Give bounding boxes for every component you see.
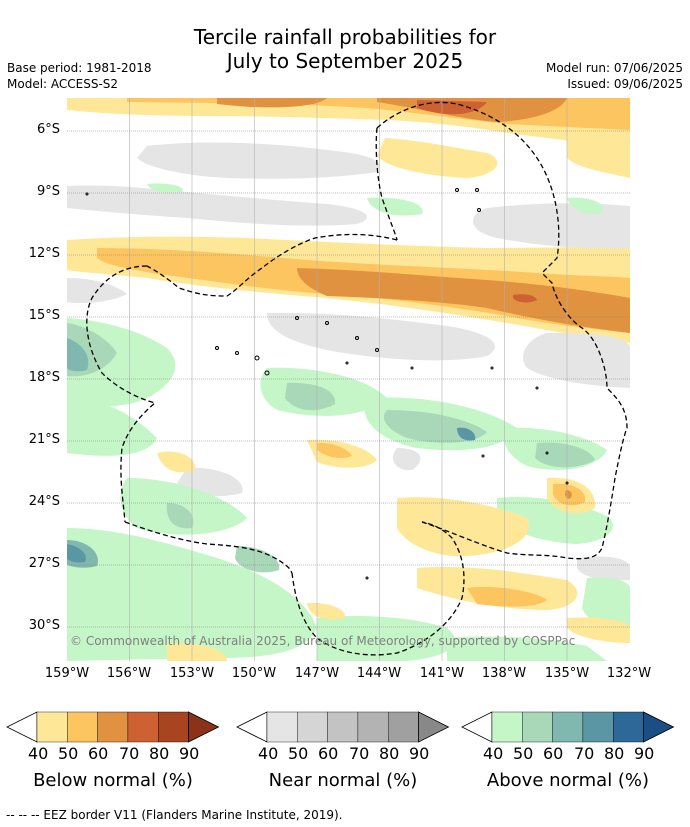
legend-swatch <box>67 711 98 743</box>
base-period: Base period: 1981-2018 <box>7 61 152 75</box>
issued-date: Issued: 09/06/2025 <box>567 77 683 91</box>
legend-swatch <box>552 711 584 743</box>
legend-tick: 90 <box>409 744 430 763</box>
model-name: Model: ACCESS-S2 <box>7 77 119 91</box>
islands <box>85 188 569 580</box>
legend-tick: 60 <box>543 744 564 763</box>
meta-right: Model run: 07/06/2025 Issued: 09/06/2025 <box>546 60 683 92</box>
legend-tick: 70 <box>119 744 140 763</box>
legend-extend-low <box>6 711 38 743</box>
near-normal-region <box>67 142 630 581</box>
above-normal-colorbar <box>461 711 675 743</box>
rainfall-probability-map <box>67 98 630 661</box>
legend-tick: 80 <box>604 744 625 763</box>
legend-colorbars <box>6 711 675 743</box>
lon-label: 153°W <box>169 666 215 681</box>
legend-swatch <box>127 711 159 743</box>
lon-label: 138°W <box>481 666 527 681</box>
below-normal-region <box>67 98 630 178</box>
legend-tick: 80 <box>379 744 400 763</box>
legend-swatch <box>613 711 644 743</box>
legend-tick: 50 <box>288 744 309 763</box>
legend-tick: 40 <box>483 744 504 763</box>
legend-tick: 60 <box>318 744 339 763</box>
legend-tick: 80 <box>149 744 170 763</box>
legend-swatch <box>327 711 359 743</box>
near-normal-colorbar <box>236 711 450 743</box>
eez-border-note: -- -- -- EEZ border V11 (Flanders Marine… <box>6 808 343 822</box>
legend-tick: 90 <box>179 744 200 763</box>
below-normal-band-middle <box>67 236 630 343</box>
below-normal-colorbar <box>6 711 220 743</box>
copyright-notice: © Commonwealth of Australia 2025, Bureau… <box>70 634 576 648</box>
lon-label: 150°W <box>231 666 277 681</box>
meta-left: Base period: 1981-2018 Model: ACCESS-S2 <box>7 60 152 92</box>
lat-label: 18°S <box>28 370 60 385</box>
lat-label: 27°S <box>28 556 60 571</box>
legend-swatch <box>491 711 523 743</box>
legend-extend-low <box>461 711 493 743</box>
legend-swatch <box>582 711 614 743</box>
eez-borders <box>86 101 628 656</box>
map-grid <box>129 98 568 661</box>
lat-label: 12°S <box>28 246 60 261</box>
legend-tick: 70 <box>349 744 370 763</box>
legend-swatch <box>157 711 189 743</box>
legend-tick: 70 <box>574 744 595 763</box>
map-title-line2: July to September 2025 <box>226 49 464 73</box>
lon-label: 144°W <box>356 666 402 681</box>
legend-tick: 90 <box>634 744 655 763</box>
legend-swatch <box>266 711 298 743</box>
lon-label: 132°W <box>606 666 652 681</box>
legend-swatch <box>297 711 328 743</box>
legend-swatch <box>522 711 553 743</box>
legend-tick: 60 <box>88 744 109 763</box>
legend-tick: 40 <box>258 744 279 763</box>
legend-tick: 50 <box>513 744 534 763</box>
legend-swatch <box>97 711 129 743</box>
legend-swatch <box>388 711 419 743</box>
model-run: Model run: 07/06/2025 <box>545 61 683 75</box>
below-normal-legend-title: Below normal (%) <box>33 770 193 791</box>
below-normal-south <box>157 439 630 661</box>
map-title-line1: Tercile rainfall probabilities for <box>193 25 497 49</box>
legend-swatch <box>36 711 68 743</box>
lon-label: 141°W <box>419 666 465 681</box>
legend-extend-high <box>418 711 450 743</box>
lat-label: 24°S <box>28 494 60 509</box>
near-normal-legend-title: Near normal (%) <box>268 770 418 791</box>
lat-label: 6°S <box>36 122 60 137</box>
lon-label: 147°W <box>294 666 340 681</box>
lon-label: 156°W <box>106 666 152 681</box>
legend-extend-low <box>236 711 268 743</box>
legend-tick: 40 <box>28 744 49 763</box>
lat-label: 30°S <box>28 618 60 633</box>
above-normal-legend-title: Above normal (%) <box>486 770 650 791</box>
lat-label: 9°S <box>36 184 60 199</box>
legend-swatch <box>357 711 389 743</box>
lon-label: 135°W <box>544 666 590 681</box>
legend-tick: 50 <box>58 744 79 763</box>
lat-label: 21°S <box>28 432 60 447</box>
legend-extend-high <box>188 711 220 743</box>
lat-label: 15°S <box>28 308 60 323</box>
lon-label: 159°W <box>44 666 90 681</box>
legend-extend-high <box>643 711 675 743</box>
